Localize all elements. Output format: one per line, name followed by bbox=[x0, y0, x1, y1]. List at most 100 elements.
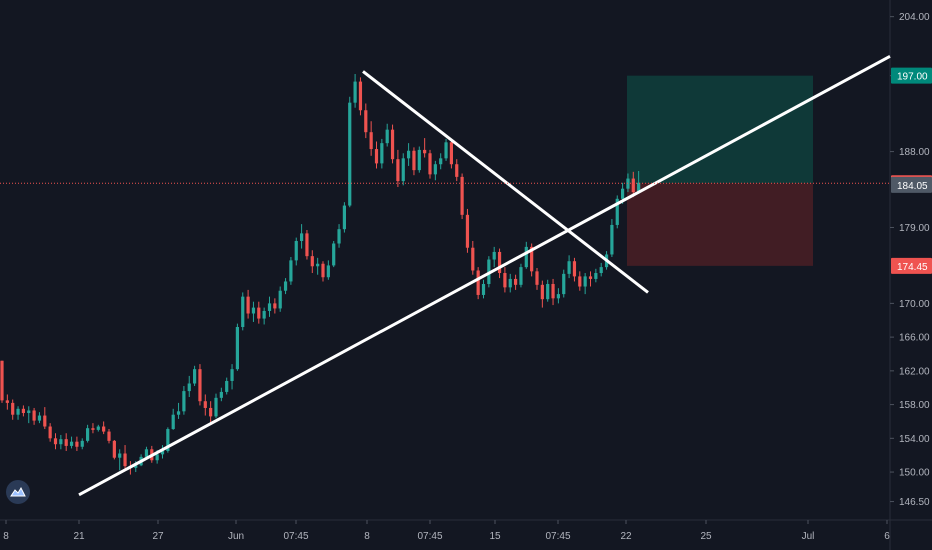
y-tick-label: 154.00 bbox=[899, 434, 930, 445]
candle-body bbox=[390, 129, 395, 160]
price-tag-target: 197.00 bbox=[891, 67, 932, 84]
candle-body bbox=[503, 273, 507, 288]
position-tool[interactable] bbox=[627, 75, 813, 266]
candle-body bbox=[588, 276, 593, 279]
candle-body bbox=[578, 276, 582, 287]
candle-body bbox=[86, 428, 90, 441]
candle-body bbox=[455, 164, 459, 177]
candle-body bbox=[621, 188, 625, 199]
candle-body bbox=[423, 149, 427, 154]
candle-body bbox=[337, 229, 341, 244]
candle-body bbox=[514, 278, 518, 285]
tradingview-logo-icon[interactable] bbox=[6, 480, 30, 504]
candle-body bbox=[203, 401, 207, 408]
candle-body bbox=[91, 428, 95, 430]
candle-body bbox=[134, 465, 138, 468]
candle-body bbox=[278, 290, 282, 309]
candle-body bbox=[0, 360, 4, 401]
x-tick-label: 6 bbox=[884, 531, 890, 542]
candle-body bbox=[546, 283, 550, 300]
candle-body bbox=[257, 307, 261, 319]
x-tick-label: 22 bbox=[620, 531, 632, 542]
candle-body bbox=[321, 263, 325, 278]
candle-body bbox=[102, 426, 106, 432]
candle-body bbox=[5, 400, 9, 403]
candle-body bbox=[385, 129, 389, 144]
candle-body bbox=[69, 441, 74, 446]
candle-body bbox=[64, 439, 68, 446]
candle-body bbox=[396, 159, 400, 182]
candle-body bbox=[251, 307, 256, 314]
candle-body bbox=[353, 81, 357, 103]
candle-body bbox=[187, 383, 191, 392]
candle-body bbox=[241, 296, 245, 327]
x-tick-label: 21 bbox=[73, 531, 85, 542]
candle-body bbox=[380, 143, 384, 164]
price-tag-bg bbox=[891, 176, 932, 193]
candle-body bbox=[567, 261, 571, 274]
descending-resistance-trendline bbox=[362, 70, 649, 294]
candle-body bbox=[283, 281, 288, 291]
candle-body bbox=[433, 164, 437, 175]
candle-body bbox=[289, 260, 293, 282]
candle-body bbox=[37, 415, 42, 421]
candle-body bbox=[358, 81, 363, 111]
candle-body bbox=[465, 214, 470, 248]
candle-body bbox=[171, 414, 175, 430]
candle-body bbox=[107, 431, 111, 441]
y-tick-label: 158.00 bbox=[899, 400, 930, 411]
price-tag-label: 184.05 bbox=[897, 181, 928, 192]
candle-body bbox=[637, 182, 641, 193]
candle-body bbox=[53, 438, 58, 445]
candle-body bbox=[273, 303, 277, 309]
candle-body bbox=[530, 246, 534, 272]
x-tick-label: Jul bbox=[802, 531, 815, 542]
candle-body bbox=[540, 284, 544, 300]
candle-body bbox=[449, 142, 453, 165]
candle-body bbox=[551, 283, 555, 299]
candle-body bbox=[112, 440, 116, 458]
candle-body bbox=[225, 380, 229, 392]
candle-body bbox=[262, 310, 266, 319]
price-tag-bg bbox=[891, 67, 932, 84]
candle-body bbox=[267, 303, 272, 311]
time-axis[interactable]: 8 21 27 Jun 07:45 8 07:45 15 07:45 22 25 Jul 6 bbox=[3, 520, 890, 542]
trendlines[interactable] bbox=[78, 54, 891, 497]
candle-body bbox=[300, 233, 304, 241]
candle-body bbox=[166, 429, 170, 451]
candle-body bbox=[326, 265, 330, 278]
y-tick-label: 146.50 bbox=[899, 497, 930, 508]
x-tick-label: 8 bbox=[3, 531, 9, 542]
candle-body bbox=[562, 273, 566, 295]
x-tick-label: 07:45 bbox=[283, 531, 308, 542]
ascending-support-trendline bbox=[78, 54, 891, 497]
candle-body bbox=[310, 256, 314, 267]
candle-body bbox=[219, 391, 223, 398]
candle-body bbox=[160, 450, 165, 455]
candle-body bbox=[43, 415, 47, 427]
candle-body bbox=[572, 261, 577, 277]
y-tick-label: 170.00 bbox=[899, 299, 930, 310]
candle-body bbox=[631, 178, 635, 193]
candles bbox=[0, 73, 641, 475]
candle-body bbox=[123, 453, 127, 467]
candle-body bbox=[524, 246, 528, 268]
candle-body bbox=[182, 391, 186, 412]
candle-body bbox=[209, 407, 213, 417]
price-tag-label: 174.45 bbox=[897, 262, 928, 273]
y-tick-label: 188.00 bbox=[899, 147, 930, 158]
candle-body bbox=[556, 294, 560, 299]
candle-body bbox=[508, 278, 512, 288]
candle-body bbox=[294, 240, 298, 261]
candle-body bbox=[332, 243, 336, 266]
x-tick-label: Jun bbox=[228, 531, 244, 542]
y-tick-label: 166.00 bbox=[899, 333, 930, 344]
candle-body bbox=[599, 267, 603, 274]
y-tick-label: 179.00 bbox=[899, 223, 930, 234]
y-tick-label: 162.00 bbox=[899, 366, 930, 377]
candle-body bbox=[476, 270, 480, 295]
candle-body bbox=[230, 369, 234, 381]
candle-body bbox=[460, 176, 464, 215]
